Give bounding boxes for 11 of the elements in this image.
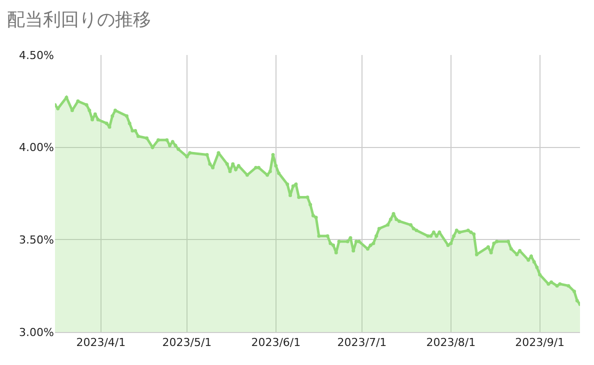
y-tick-label: 3.50% bbox=[19, 234, 54, 247]
x-tick-label: 2023/5/1 bbox=[162, 336, 212, 350]
x-tick-label: 2023/9/1 bbox=[515, 336, 565, 350]
x-tick-label: 2023/6/1 bbox=[251, 336, 301, 350]
y-tick-label: 3.00% bbox=[19, 326, 54, 339]
chart-title: 配当利回りの推移 bbox=[7, 9, 152, 30]
x-tick-label: 2023/7/1 bbox=[337, 336, 387, 350]
y-tick-label: 4.00% bbox=[19, 141, 54, 154]
x-tick-label: 2023/8/1 bbox=[426, 336, 476, 350]
x-tick-label: 2023/4/1 bbox=[76, 336, 126, 350]
y-tick-label: 4.50% bbox=[19, 48, 54, 62]
